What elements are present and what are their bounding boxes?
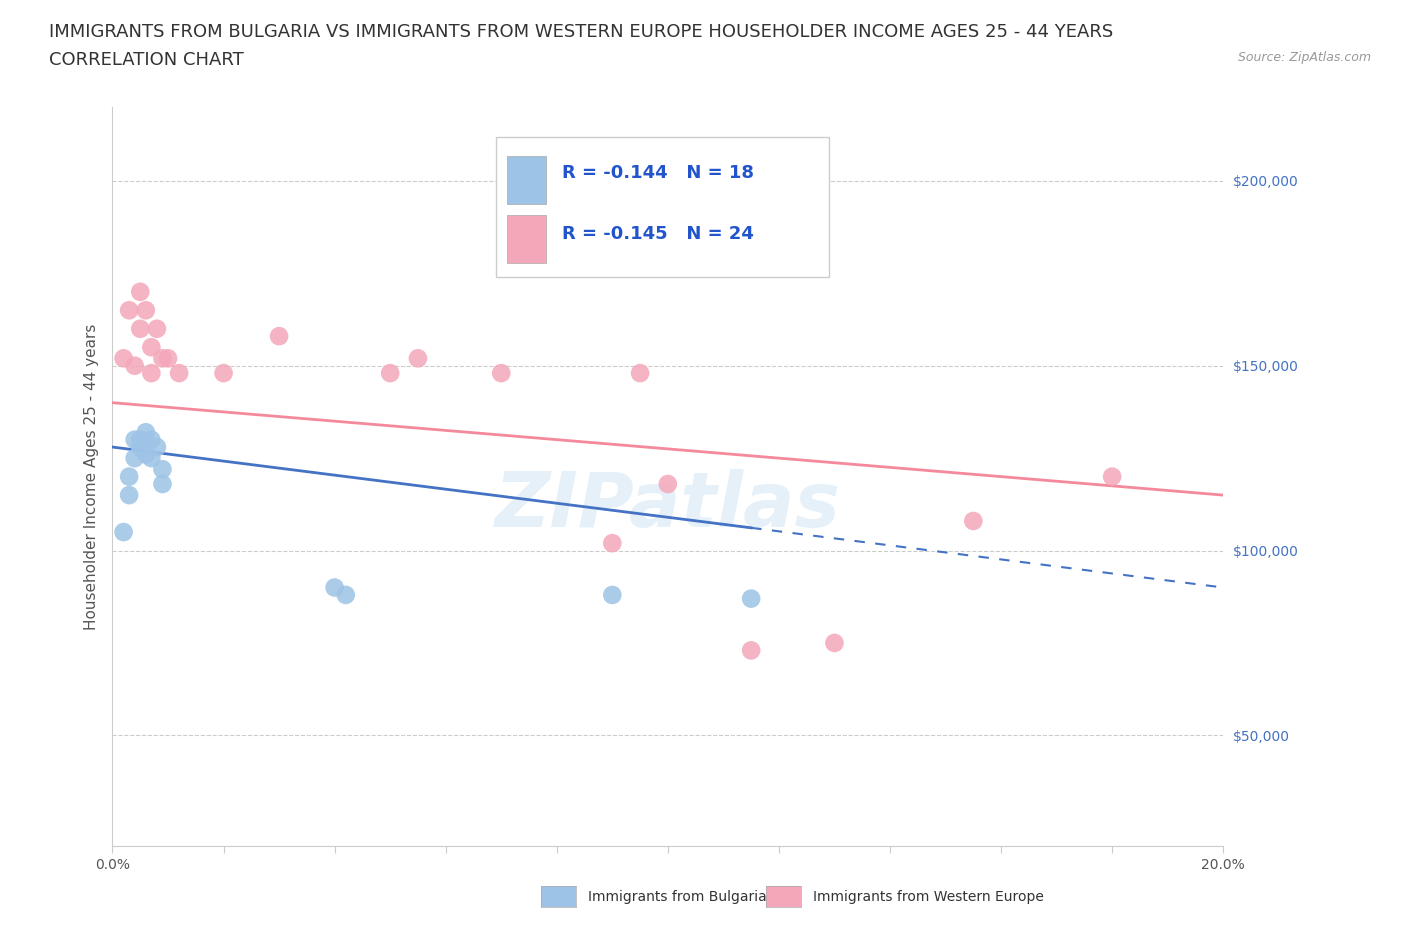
Text: Immigrants from Western Europe: Immigrants from Western Europe (813, 889, 1043, 904)
Point (602, 536, 624, 551)
Point (740, 591, 762, 606)
Point (335, 588, 357, 603)
Point (212, 365, 235, 380)
Y-axis label: Householder Income Ages 25 - 44 years: Householder Income Ages 25 - 44 years (83, 324, 98, 630)
Point (141, 339, 163, 354)
Point (157, 351, 180, 365)
Text: CORRELATION CHART: CORRELATION CHART (49, 51, 245, 69)
Point (602, 588, 624, 603)
Point (118, 470, 141, 485)
FancyBboxPatch shape (506, 156, 546, 205)
Point (152, 476, 174, 491)
Point (129, 432, 152, 447)
Point (146, 440, 169, 455)
Point (112, 351, 135, 365)
Point (124, 432, 146, 447)
Point (135, 425, 157, 440)
Point (152, 351, 174, 365)
Point (141, 451, 163, 466)
Text: IMMIGRANTS FROM BULGARIA VS IMMIGRANTS FROM WESTERN EUROPE HOUSEHOLDER INCOME AG: IMMIGRANTS FROM BULGARIA VS IMMIGRANTS F… (49, 23, 1114, 41)
Point (118, 487, 141, 502)
Text: Source: ZipAtlas.com: Source: ZipAtlas.com (1237, 51, 1371, 64)
Point (491, 365, 513, 380)
Text: R = -0.145   N = 24: R = -0.145 N = 24 (562, 225, 754, 244)
Point (124, 358, 146, 373)
Text: R = -0.144   N = 18: R = -0.144 N = 18 (562, 164, 755, 182)
Point (380, 365, 402, 380)
Point (146, 322, 169, 337)
Point (740, 643, 762, 658)
Point (129, 322, 152, 337)
Point (824, 635, 846, 650)
Point (628, 365, 651, 380)
Point (135, 303, 157, 318)
Point (124, 451, 146, 466)
Point (129, 440, 152, 455)
Point (1101, 470, 1123, 485)
Point (141, 432, 163, 447)
FancyBboxPatch shape (506, 215, 546, 263)
Point (406, 351, 429, 365)
Point (135, 447, 157, 462)
Point (129, 285, 152, 299)
Point (112, 525, 135, 539)
Text: Immigrants from Bulgaria: Immigrants from Bulgaria (588, 889, 766, 904)
Point (962, 513, 984, 528)
Point (657, 476, 679, 491)
Point (167, 365, 190, 380)
Point (152, 462, 174, 477)
Text: ZIPatlas: ZIPatlas (495, 470, 841, 543)
Point (267, 328, 291, 343)
Point (141, 365, 163, 380)
Point (323, 580, 346, 595)
FancyBboxPatch shape (496, 137, 830, 277)
Point (118, 303, 141, 318)
